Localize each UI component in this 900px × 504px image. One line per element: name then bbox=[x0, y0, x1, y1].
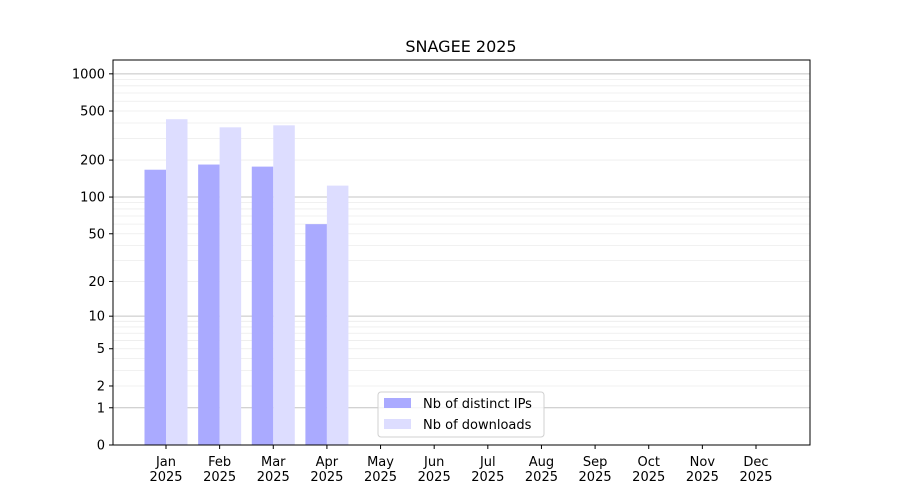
y-axis: 0 1 2 5 10 20 50 100 200 500 1000 bbox=[72, 67, 113, 454]
x-tick-label: Apr 2025 bbox=[310, 455, 343, 485]
legend: Nb of distinct IPs Nb of downloads bbox=[377, 391, 545, 438]
y-tick-label: 10 bbox=[88, 310, 105, 325]
x-tick-label: Oct 2025 bbox=[632, 455, 665, 485]
x-tick-label: Feb 2025 bbox=[203, 455, 236, 485]
bar-downloads bbox=[273, 125, 295, 445]
y-tick-label: 20 bbox=[88, 275, 105, 290]
y-tick-label: 1000 bbox=[72, 67, 105, 82]
x-tick-label: Jan 2025 bbox=[149, 455, 182, 485]
x-tick-label: Dec 2025 bbox=[739, 455, 772, 485]
x-tick-label: May 2025 bbox=[364, 455, 397, 485]
x-tick-label: Nov 2025 bbox=[686, 455, 719, 485]
x-tick-label: Sep 2025 bbox=[579, 455, 612, 485]
y-tick-label: 50 bbox=[88, 227, 105, 242]
y-tick-label: 500 bbox=[80, 105, 105, 120]
y-tick-label: 2 bbox=[97, 379, 105, 394]
y-tick-label: 1 bbox=[97, 401, 105, 416]
bar-downloads bbox=[166, 119, 188, 445]
chart-title: SNAGEE 2025 bbox=[405, 37, 516, 56]
bar-distinct-ips bbox=[144, 169, 166, 445]
x-axis: Jan 2025 Feb 2025 Mar 2025 Apr 2025 May 2025 Jun 20… bbox=[149, 445, 773, 485]
y-tick-label: 0 bbox=[97, 439, 105, 454]
legend-swatch bbox=[384, 419, 411, 429]
x-tick-label: Aug 2025 bbox=[525, 455, 558, 485]
x-tick-label: Jun 2025 bbox=[418, 455, 451, 485]
legend-swatch bbox=[384, 398, 411, 408]
legend-label: Nb of downloads bbox=[423, 418, 532, 433]
plot-frame bbox=[112, 59, 811, 446]
y-tick-label: 100 bbox=[80, 191, 105, 206]
x-tick-label: Jul 2025 bbox=[471, 455, 504, 485]
bar-distinct-ips bbox=[305, 224, 327, 445]
y-tick-label: 5 bbox=[97, 342, 105, 357]
x-tick-label: Mar 2025 bbox=[257, 455, 290, 485]
bar-downloads bbox=[326, 185, 349, 445]
bars bbox=[144, 119, 349, 446]
y-tick-label: 200 bbox=[80, 154, 105, 169]
bar-distinct-ips bbox=[198, 164, 220, 446]
bar-distinct-ips bbox=[251, 166, 274, 445]
legend-label: Nb of distinct IPs bbox=[423, 397, 532, 412]
legend-box bbox=[377, 391, 545, 438]
bar-downloads bbox=[219, 127, 242, 446]
